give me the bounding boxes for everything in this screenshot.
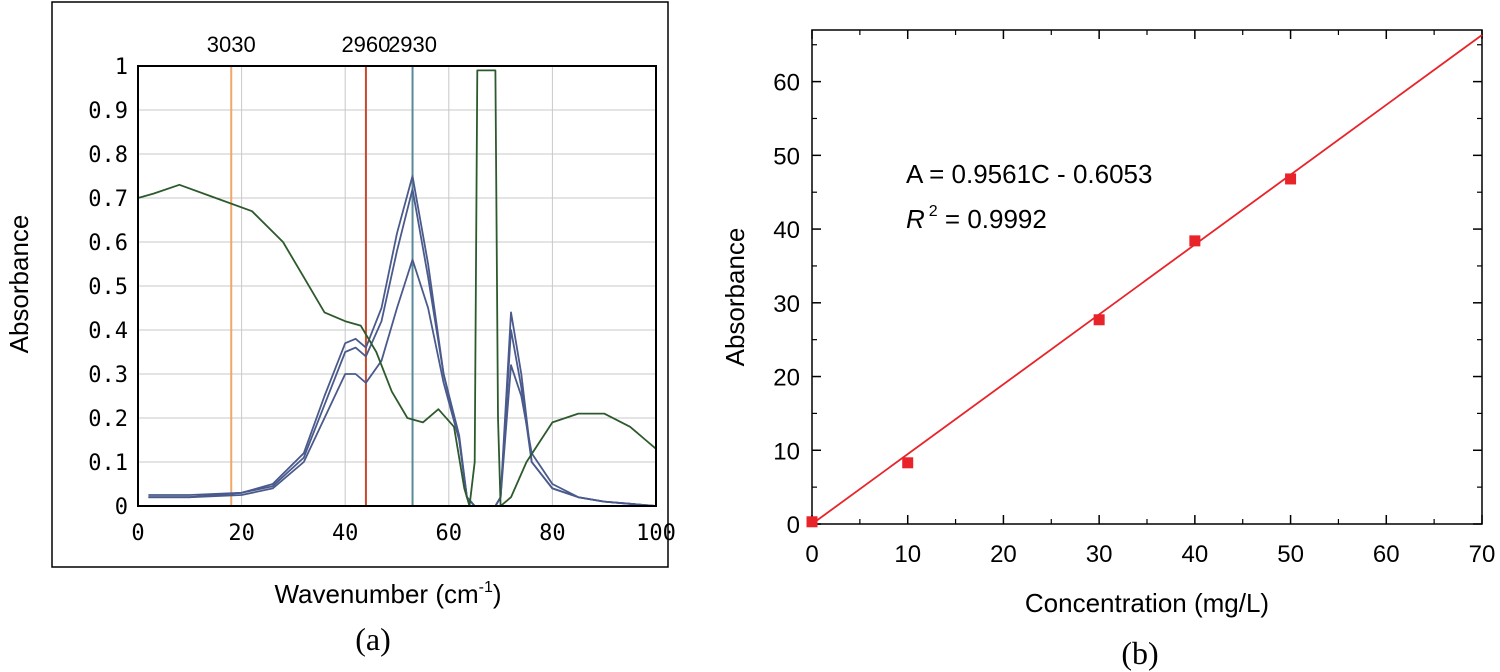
panel-b: 0 10 20 30 40 50 60 0 10 20 30 40 50 60 70 A = 0.9561…: [720, 29, 1495, 671]
panel-a-y-tick-label: 0.9: [88, 99, 128, 124]
panel-b-r-squared-value: = 0.9992: [938, 204, 1047, 234]
panel-a-y-tick-label: 0.2: [88, 407, 128, 432]
panel-b-x-tick-label: 30: [1086, 541, 1113, 568]
panel-a-y-tick-label: 1: [115, 55, 128, 80]
panel-b-points: [806, 173, 1297, 528]
panel-a-y-tick-label: 0: [115, 495, 128, 520]
data-point: [1189, 235, 1201, 247]
panel-b-x-tick-label: 10: [894, 541, 921, 568]
panel-b-y-tick-label: 20: [773, 365, 800, 392]
series-sample-1: [148, 175, 657, 507]
panel-b-y-ticks: 0 10 20 30 40 50 60: [773, 44, 1482, 539]
panel-b-x-tick-label: 60: [1373, 541, 1400, 568]
fit-line: [811, 34, 1483, 525]
panel-b-x-tick-label: 20: [990, 541, 1017, 568]
panel-a-y-tick-label: 0.4: [88, 319, 128, 344]
panel-b-label: (b): [1121, 635, 1158, 671]
panel-a-y-tick-label: 0.5: [88, 275, 128, 300]
panel-b-equation: A = 0.9561C - 0.6053: [906, 159, 1152, 189]
series-sample-2: [148, 258, 657, 507]
series-reference: [137, 69, 657, 507]
panel-b-y-tick-label: 30: [773, 291, 800, 318]
panel-a-x-axis-label-main: Wavenumber (cm: [274, 579, 478, 609]
data-point: [1093, 314, 1105, 326]
panel-b-y-axis-label: Absorbance: [720, 228, 750, 367]
panel-a-y-tick-label: 0.8: [88, 143, 128, 168]
panel-a-plot-border: [137, 65, 657, 507]
data-point: [1285, 173, 1297, 185]
series-sample-3: [148, 188, 657, 507]
data-point: [806, 516, 818, 528]
panel-a-x-tick-label: 0: [131, 521, 144, 546]
panel-a-y-axis-label: Absorbance: [4, 215, 34, 354]
panel-b-x-tick-label: 0: [805, 541, 818, 568]
panel-a-x-tick-label: 100: [636, 521, 676, 546]
panel-b-fit-layer: [811, 34, 1483, 525]
panel-a-series: [137, 69, 657, 507]
panel-a-y-tick-label: 0.6: [88, 231, 128, 256]
panel-b-y-tick-label: 0: [787, 512, 800, 539]
panel-a-x-tick-label: 20: [228, 521, 255, 546]
panel-b-r-squared-symbol: R: [906, 204, 925, 234]
panel-a-x-axis-label: Wavenumber (cm-1): [274, 579, 501, 609]
panel-b-y-tick-label: 60: [773, 70, 800, 97]
reference-label-2960: 2960: [341, 32, 390, 57]
reference-label-2930: 2930: [388, 32, 437, 57]
panel-a-x-tick-label: 80: [539, 521, 566, 546]
panel-b-y-tick-label: 50: [773, 143, 800, 170]
panel-a-frame: [51, 1, 669, 568]
panel-b-x-axis-label: Concentration (mg/L): [1025, 588, 1269, 618]
panel-b-r-squared-exponent: 2: [929, 203, 938, 220]
panel-a: 0 0.1 0.2 0.3 0.4 0.5 0.6 0.7 0.8 0.9 1 0 20 40 60 80 1…: [4, 1, 676, 657]
reference-label-3030: 3030: [207, 32, 256, 57]
data-point: [902, 457, 914, 469]
panel-a-x-axis-label-superscript: -1: [479, 579, 493, 596]
panel-b-x-ticks: 0 10 20 30 40 50 60 70: [805, 30, 1495, 568]
panel-a-x-axis-label-suffix: ): [493, 579, 502, 609]
panel-b-x-tick-label: 50: [1277, 541, 1304, 568]
panel-b-x-tick-label: 40: [1182, 541, 1209, 568]
panel-a-y-tick-label: 0.1: [88, 451, 128, 476]
panel-a-y-tick-label: 0.3: [88, 363, 128, 388]
panel-a-x-tick-label: 40: [332, 521, 359, 546]
panel-a-y-tick-label: 0.7: [88, 187, 128, 212]
panel-b-y-tick-label: 10: [773, 438, 800, 465]
panel-a-x-tick-label: 60: [436, 521, 463, 546]
panel-b-x-tick-label: 70: [1469, 541, 1496, 568]
panel-a-grid: [137, 65, 657, 507]
panel-a-label: (a): [355, 621, 391, 657]
panel-a-x-ticks: 0 20 40 60 80 100: [131, 521, 676, 546]
panel-b-y-tick-label: 40: [773, 217, 800, 244]
panel-a-y-ticks: 0 0.1 0.2 0.3 0.4 0.5 0.6 0.7 0.8 0.9 1: [88, 55, 128, 520]
panel-a-reference-lines: [230, 66, 414, 506]
